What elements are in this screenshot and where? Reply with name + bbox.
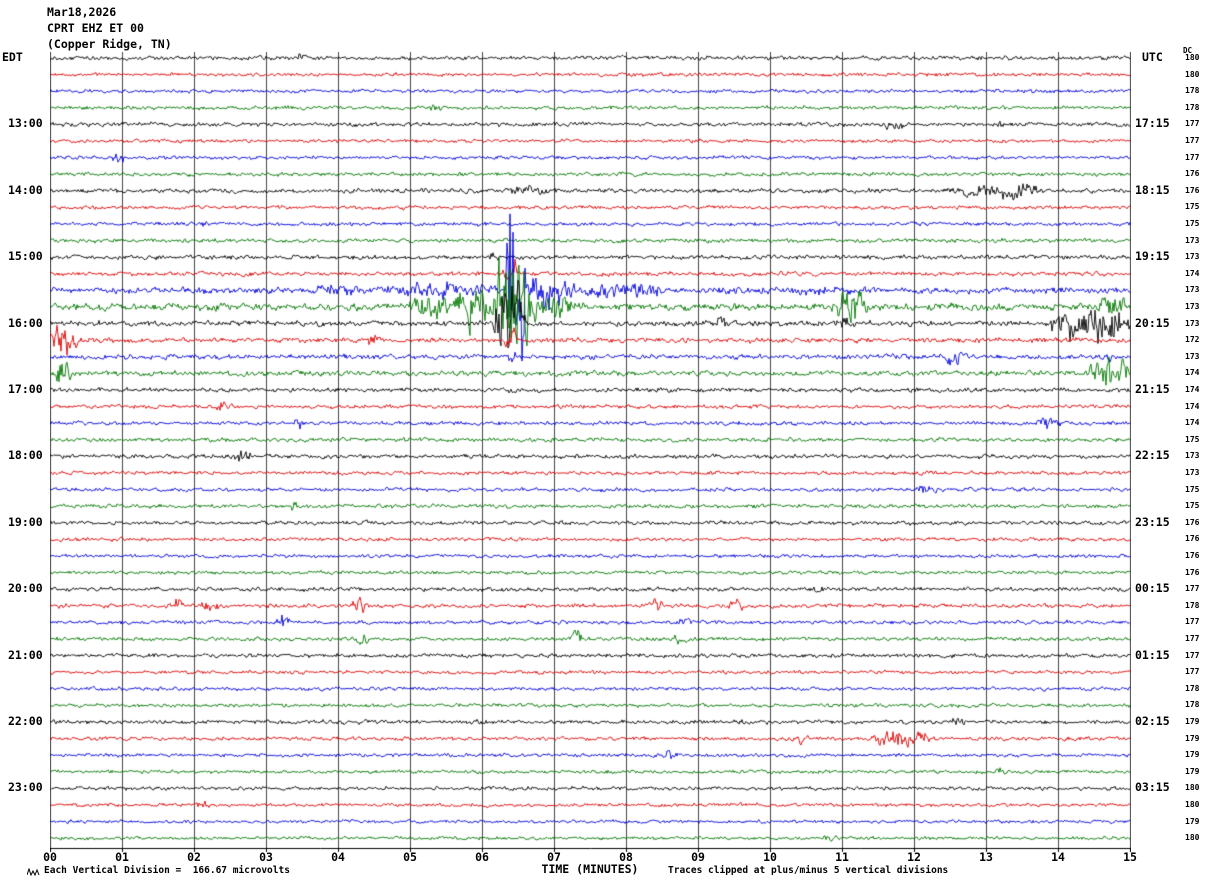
dc-value: 175 xyxy=(1185,219,1200,228)
dc-value: 176 xyxy=(1185,185,1200,195)
dc-value: 177 xyxy=(1185,584,1200,594)
right-timezone-label: UTC xyxy=(1142,50,1163,64)
dc-value: 177 xyxy=(1185,667,1200,677)
waveform-scale-icon xyxy=(27,868,40,876)
right-time-label: 02:15 xyxy=(1135,714,1170,728)
scale-note: Each Vertical Division = 166.67 microvol… xyxy=(44,865,290,876)
dc-value: 173 xyxy=(1185,235,1200,245)
dc-value: 176 xyxy=(1185,534,1200,544)
right-time-label: 19:15 xyxy=(1135,249,1170,264)
dc-value: 174 xyxy=(1185,368,1200,378)
x-tick-label: 04 xyxy=(331,850,345,864)
left-time-label: 19:00 xyxy=(8,514,43,529)
left-time-label: 23:00 xyxy=(8,780,43,795)
right-time-label: 21:15 xyxy=(1135,382,1170,396)
dc-value: 178 xyxy=(1185,700,1200,710)
title-date: Mar18,2026 xyxy=(47,5,117,19)
dc-value: 173 xyxy=(1185,451,1200,461)
right-time-label: 03:15 xyxy=(1135,780,1170,795)
dc-value: 177 xyxy=(1185,634,1200,643)
dc-value: 173 xyxy=(1185,468,1200,477)
left-time-label: 15:00 xyxy=(8,249,43,264)
x-tick-label: 07 xyxy=(547,850,561,864)
x-tick-label: 05 xyxy=(403,850,417,864)
x-tick-label: 09 xyxy=(691,850,705,864)
dc-value: 177 xyxy=(1185,152,1200,162)
x-tick-label: 06 xyxy=(475,850,489,864)
x-tick-label: 08 xyxy=(619,850,633,864)
title-block: Mar18,2026 CPRT EHZ ET 00 (Copper Ridge,… xyxy=(47,4,172,52)
x-axis-title: TIME (MINUTES) xyxy=(541,862,639,876)
x-tick-label: 15 xyxy=(1123,850,1137,864)
seismogram-canvas xyxy=(50,50,1131,855)
dc-value: 172 xyxy=(1185,335,1200,345)
dc-value: 179 xyxy=(1185,816,1200,826)
dc-value: 175 xyxy=(1185,501,1200,511)
dc-value: 177 xyxy=(1185,136,1200,145)
dc-value: 174 xyxy=(1185,418,1200,428)
dc-value: 176 xyxy=(1185,169,1200,179)
left-time-label: 22:00 xyxy=(8,714,43,728)
dc-value: 173 xyxy=(1185,285,1200,295)
dc-value: 179 xyxy=(1185,766,1200,776)
left-time-label: 16:00 xyxy=(8,315,43,330)
dc-value: 175 xyxy=(1185,434,1200,444)
dc-value: 176 xyxy=(1185,567,1200,577)
dc-value: 179 xyxy=(1185,717,1200,726)
dc-value: 179 xyxy=(1185,733,1200,743)
dc-value: 180 xyxy=(1185,833,1200,843)
x-tick-label: 14 xyxy=(1051,850,1065,864)
right-time-label: 17:15 xyxy=(1135,116,1170,131)
title-station: CPRT EHZ ET 00 xyxy=(47,21,144,35)
dc-value: 179 xyxy=(1185,750,1200,760)
x-tick-label: 10 xyxy=(763,850,777,864)
right-time-label: 20:15 xyxy=(1135,315,1170,330)
left-timezone-label: EDT xyxy=(2,50,23,64)
dc-value: 177 xyxy=(1185,617,1200,627)
dc-value: 174 xyxy=(1185,385,1200,394)
dc-value: 178 xyxy=(1185,102,1200,112)
dc-value: 178 xyxy=(1185,600,1200,610)
dc-column-header: DC xyxy=(1183,46,1193,55)
clip-note: Traces clipped at plus/minus 5 vertical … xyxy=(668,865,949,876)
dc-value: 180 xyxy=(1185,800,1200,809)
right-time-label: 18:15 xyxy=(1135,182,1170,197)
right-time-label: 00:15 xyxy=(1135,581,1170,596)
dc-value: 174 xyxy=(1185,401,1200,411)
dc-value: 178 xyxy=(1185,683,1200,693)
left-time-label: 20:00 xyxy=(8,581,43,596)
left-time-label: 17:00 xyxy=(8,382,43,396)
dc-value: 175 xyxy=(1185,484,1200,494)
dc-value: 176 xyxy=(1185,517,1200,527)
dc-value: 175 xyxy=(1185,202,1200,212)
dc-value: 173 xyxy=(1185,252,1200,262)
dc-value: 173 xyxy=(1185,318,1200,328)
x-tick-label: 12 xyxy=(907,850,921,864)
dc-value: 174 xyxy=(1185,268,1200,278)
dc-value: 173 xyxy=(1185,351,1200,361)
left-time-label: 18:00 xyxy=(8,448,43,463)
x-tick-label: 00 xyxy=(43,850,57,864)
dc-value: 173 xyxy=(1185,302,1200,311)
title-location: (Copper Ridge, TN) xyxy=(47,37,172,51)
right-time-label: 23:15 xyxy=(1135,514,1170,529)
x-tick-label: 03 xyxy=(259,850,273,864)
dc-value: 180 xyxy=(1185,783,1200,793)
dc-value: 177 xyxy=(1185,650,1200,660)
left-time-label: 14:00 xyxy=(8,182,43,197)
x-tick-label: 02 xyxy=(187,850,201,864)
left-time-label: 21:00 xyxy=(8,647,43,662)
dc-value: 178 xyxy=(1185,86,1200,96)
right-time-label: 01:15 xyxy=(1135,647,1170,662)
right-time-label: 22:15 xyxy=(1135,448,1170,463)
dc-value: 180 xyxy=(1185,53,1200,62)
x-tick-label: 01 xyxy=(115,850,129,864)
dc-value: 180 xyxy=(1185,69,1200,79)
left-time-label: 13:00 xyxy=(8,116,43,131)
dc-value: 176 xyxy=(1185,551,1200,560)
x-tick-label: 13 xyxy=(979,850,993,864)
dc-value: 177 xyxy=(1185,119,1200,129)
x-tick-label: 11 xyxy=(835,850,849,864)
